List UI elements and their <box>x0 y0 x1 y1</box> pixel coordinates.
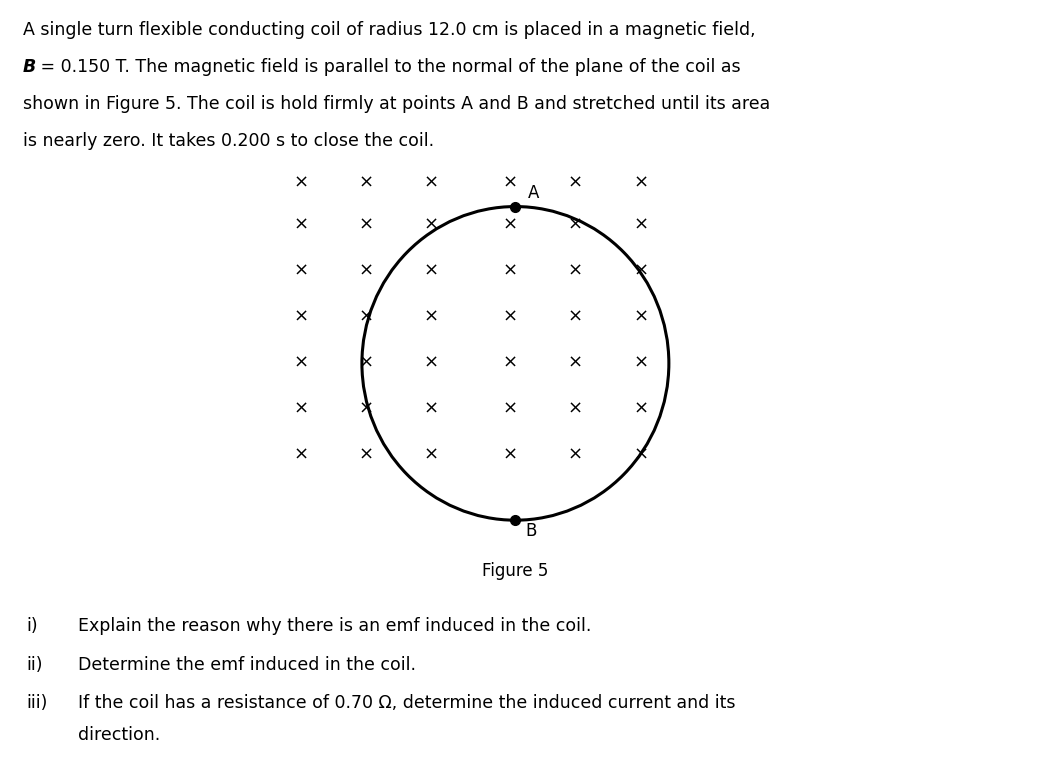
Text: ×: × <box>424 445 439 464</box>
Text: ×: × <box>568 445 583 464</box>
Text: ×: × <box>503 262 517 280</box>
Text: ×: × <box>634 173 648 191</box>
Text: A single turn flexible conducting coil of radius 12.0 cm is placed in a magnetic: A single turn flexible conducting coil o… <box>23 21 755 40</box>
Text: ×: × <box>503 445 517 464</box>
Text: ×: × <box>293 173 308 191</box>
Text: ii): ii) <box>26 656 43 674</box>
Text: ×: × <box>424 308 439 326</box>
Text: ×: × <box>568 399 583 418</box>
Text: shown in Figure 5. The coil is hold firmly at points A and B and stretched until: shown in Figure 5. The coil is hold firm… <box>23 95 770 113</box>
Text: ×: × <box>634 353 648 372</box>
Text: B: B <box>23 58 36 76</box>
Text: i): i) <box>26 617 37 636</box>
Text: direction.: direction. <box>78 727 160 744</box>
Text: ×: × <box>503 173 517 191</box>
Text: ×: × <box>634 216 648 234</box>
Text: ×: × <box>503 216 517 234</box>
Text: ×: × <box>424 262 439 280</box>
Text: ×: × <box>568 308 583 326</box>
Text: If the coil has a resistance of 0.70 Ω, determine the induced current and its: If the coil has a resistance of 0.70 Ω, … <box>78 694 735 712</box>
Text: A: A <box>528 184 539 202</box>
Text: ×: × <box>424 353 439 372</box>
Text: ×: × <box>359 262 373 280</box>
Text: ×: × <box>359 445 373 464</box>
Text: ×: × <box>424 173 439 191</box>
Text: Explain the reason why there is an emf induced in the coil.: Explain the reason why there is an emf i… <box>78 617 591 636</box>
Text: ×: × <box>503 308 517 326</box>
Text: Determine the emf induced in the coil.: Determine the emf induced in the coil. <box>78 656 416 674</box>
Text: iii): iii) <box>26 694 48 712</box>
Text: ×: × <box>293 262 308 280</box>
Text: ×: × <box>568 216 583 234</box>
Text: ×: × <box>568 173 583 191</box>
Text: ×: × <box>424 216 439 234</box>
Text: ×: × <box>359 399 373 418</box>
Text: ×: × <box>634 262 648 280</box>
Text: ×: × <box>359 308 373 326</box>
Text: ×: × <box>293 353 308 372</box>
Text: ×: × <box>503 399 517 418</box>
Text: ×: × <box>634 308 648 326</box>
Text: B: B <box>526 522 537 541</box>
Text: ×: × <box>568 353 583 372</box>
Text: ×: × <box>359 216 373 234</box>
Text: ×: × <box>634 399 648 418</box>
Text: ×: × <box>293 216 308 234</box>
Text: ×: × <box>293 399 308 418</box>
Text: ×: × <box>424 399 439 418</box>
Text: ×: × <box>293 445 308 464</box>
Text: ×: × <box>503 353 517 372</box>
Text: is nearly zero. It takes 0.200 s to close the coil.: is nearly zero. It takes 0.200 s to clos… <box>23 132 433 150</box>
Text: ×: × <box>634 445 648 464</box>
Text: Figure 5: Figure 5 <box>482 562 549 581</box>
Text: ×: × <box>359 173 373 191</box>
Text: ×: × <box>293 308 308 326</box>
Text: ×: × <box>359 353 373 372</box>
Text: = 0.150 T. The magnetic field is parallel to the normal of the plane of the coil: = 0.150 T. The magnetic field is paralle… <box>35 58 740 76</box>
Text: ×: × <box>568 262 583 280</box>
